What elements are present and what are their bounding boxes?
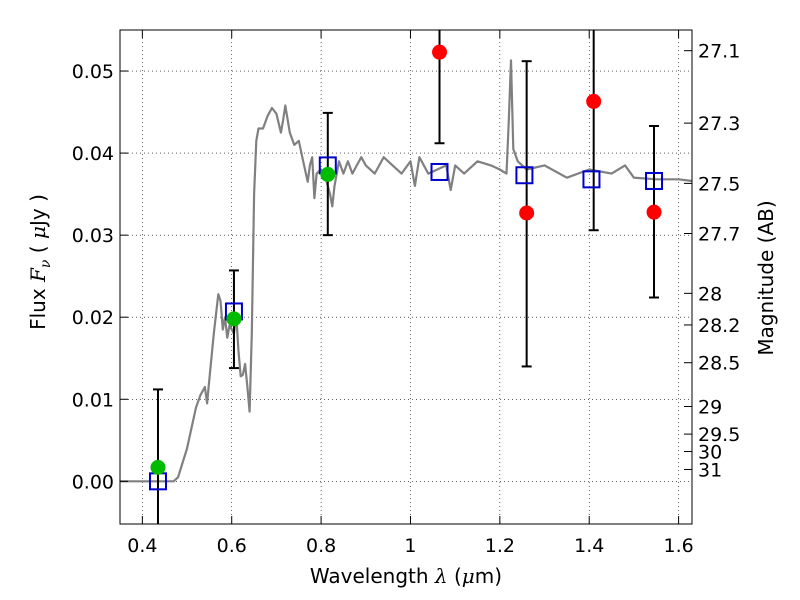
y-axis-label: Flux Fν ( μJy ): [26, 194, 54, 330]
non-detection-point: [519, 205, 535, 221]
plot-frame: [119, 29, 693, 525]
grid: [120, 30, 692, 524]
y-tick-label: 0.00: [72, 471, 114, 493]
non-detection-point: [586, 93, 602, 109]
x-tick-label: 0.8: [306, 535, 336, 557]
mag-tick-label: 28.5: [698, 353, 740, 375]
y-tick-label: 0.01: [72, 389, 114, 411]
tick-labels: 0.4 0.6 0.8 1 1.2 1.4 1.6 0.00 0.01 0.02 0.03 0.04 0…: [72, 41, 741, 557]
x-axis-label-symbol: λ: [434, 564, 448, 588]
x-tick-label: 1: [404, 535, 416, 557]
x-axis-label-unit-rest: m): [475, 564, 502, 588]
mag-tick-label: 27.1: [698, 41, 740, 63]
sed-line: [120, 59, 693, 483]
y-axis-label-subscript: ν: [38, 259, 54, 268]
mag-tick-label: 29.5: [698, 424, 740, 446]
x-tick-label: 0.6: [217, 535, 247, 557]
mag-tick-label: 28: [698, 283, 722, 305]
mag-tick-label: 27.5: [698, 173, 740, 195]
detection-point: [226, 311, 242, 327]
mag-tick-label: 27.7: [698, 224, 740, 246]
observed-series: [150, 44, 662, 475]
mag-tick-label: 29: [698, 396, 722, 418]
x-axis-label-text: Wavelength: [310, 564, 429, 588]
y-tick-label: 0.03: [72, 225, 114, 247]
x-tick-label: 1.2: [485, 535, 515, 557]
detection-point: [150, 459, 166, 475]
y-tick-label: 0.02: [72, 307, 114, 329]
mag-tick-label: 30: [698, 442, 722, 464]
mag-tick-label: 31: [698, 459, 722, 481]
model-photometry-point: [430, 162, 449, 181]
y2-axis-label: Magnitude (AB): [754, 200, 778, 355]
detection-point: [320, 166, 336, 182]
ticks: [120, 30, 692, 524]
y-tick-label: 0.05: [72, 61, 114, 83]
mag-tick-label: 27.3: [698, 113, 740, 135]
non-detection-point: [432, 44, 448, 60]
x-tick-label: 1.4: [574, 535, 604, 557]
y-axis-label-unit-open: (: [26, 245, 50, 253]
y-axis-label-symbol: F: [26, 267, 50, 283]
mag-tick-label: 28.2: [698, 315, 740, 337]
y-axis-label-unit-greek: μ: [26, 226, 50, 239]
non-detection-point: [646, 204, 662, 220]
model-photometry-point: [515, 166, 534, 185]
x-tick-label: 0.4: [127, 535, 157, 557]
y-tick-label: 0.04: [72, 143, 114, 165]
x-axis-label: Wavelength λ (μm): [310, 564, 502, 588]
model-photometry-point: [645, 171, 664, 190]
y-axis-label-unit-close: ): [26, 194, 50, 202]
x-tick-label: 1.6: [663, 535, 693, 557]
model-photometry-point: [582, 170, 601, 189]
y-axis-label-text: Flux: [26, 288, 50, 330]
y-axis-label-unit-rest: Jy: [26, 208, 50, 228]
sed-series: [120, 59, 693, 483]
x-axis-label-unit-greek: μ: [462, 564, 475, 588]
x-axis-label-unit-prefix: (: [454, 564, 462, 588]
